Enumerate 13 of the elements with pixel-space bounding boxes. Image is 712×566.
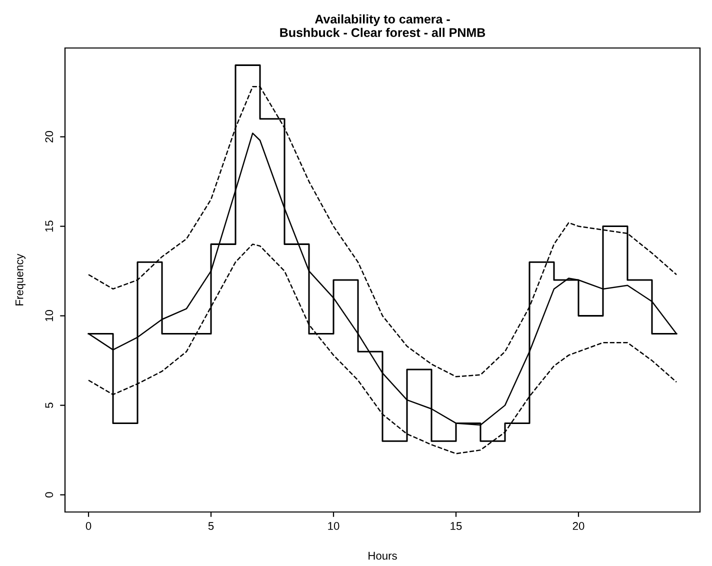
x-tick-label: 20: [572, 522, 584, 530]
x-tick-label: 10: [328, 522, 340, 530]
x-tick-label: 0: [86, 522, 92, 530]
x-tick-label: 5: [208, 522, 214, 530]
x-axis-title: Hours: [368, 552, 397, 560]
y-tick-label: 0: [45, 492, 54, 498]
y-tick-label: 15: [45, 220, 54, 232]
y-tick-label: 5: [45, 402, 54, 408]
y-tick-label: 10: [45, 310, 54, 322]
y-axis-title: Frequency: [16, 254, 26, 306]
x-tick-label: 15: [450, 522, 462, 530]
chart-title: Availability to camera - Bushbuck - Clear forest - all PNMB: [280, 14, 486, 38]
y-tick-label: 20: [45, 131, 54, 142]
